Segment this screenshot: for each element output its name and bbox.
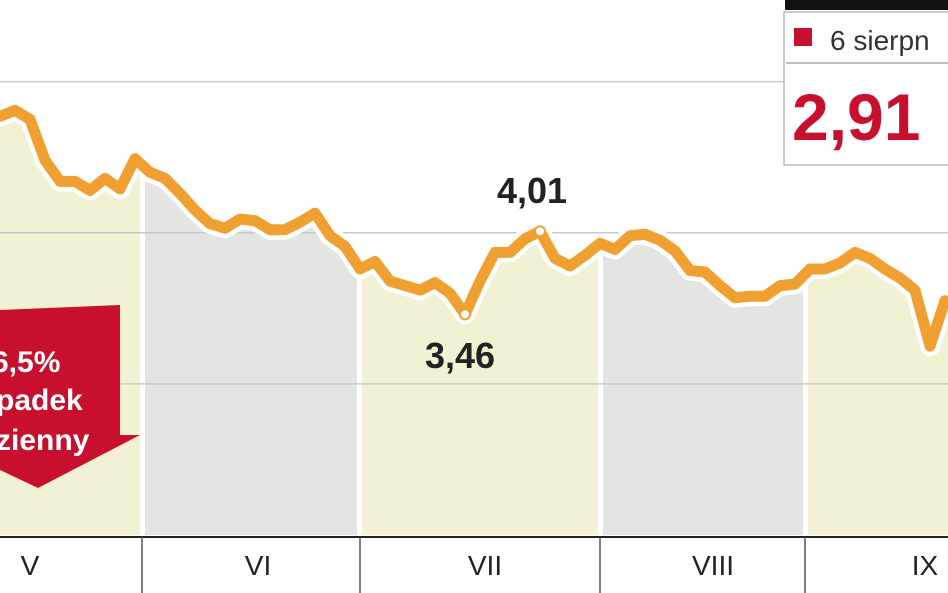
band <box>145 110 357 535</box>
x-tick-label: IX <box>912 550 939 581</box>
drop-arrow <box>0 305 140 488</box>
annotation: 4,01 <box>497 170 567 211</box>
point-marker <box>534 225 546 238</box>
legend-swatch <box>794 28 812 46</box>
arrow-label: padek <box>0 384 83 417</box>
annotation: 3,46 <box>425 335 495 376</box>
x-tick-label: VIII <box>692 550 734 581</box>
callout-value: 2,91 <box>792 80 920 154</box>
month-separators <box>141 537 806 593</box>
callout-date: 6 sierpn <box>830 25 930 56</box>
x-tick-label: VI <box>245 550 271 581</box>
x-tick-label: V <box>21 550 40 581</box>
arrow-label: 6,5% <box>0 346 60 379</box>
arrow-label: zienny <box>0 424 90 457</box>
price-line <box>0 104 948 352</box>
callout-header <box>785 0 948 10</box>
x-tick-label: VII <box>468 550 502 581</box>
point-marker <box>459 308 471 321</box>
